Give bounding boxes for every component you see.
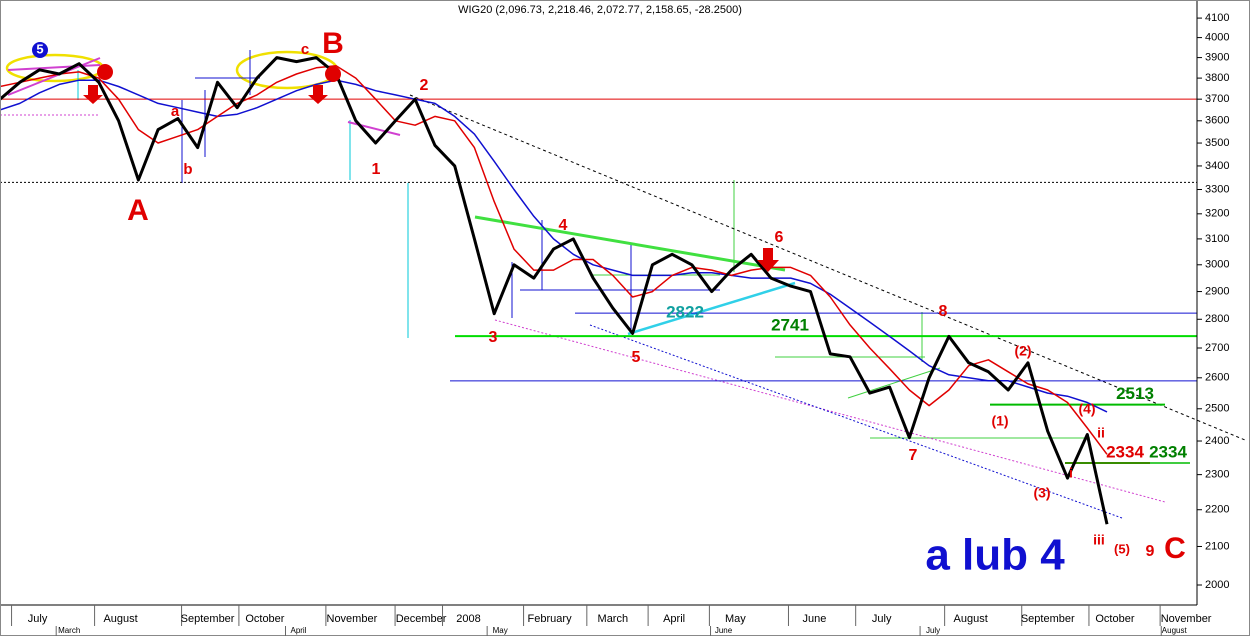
y-tick-label: 3600 <box>1205 115 1229 127</box>
y-tick-label: 2100 <box>1205 540 1229 552</box>
chart-title: WIG20 (2,096.73, 2,218.46, 2,072.77, 2,1… <box>458 4 742 16</box>
wave-label: 4 <box>559 217 568 234</box>
y-tick-label: 2800 <box>1205 313 1229 325</box>
wave-label: iii <box>1093 532 1105 548</box>
wave-label: 9 <box>1146 543 1155 560</box>
wave-label: a <box>171 103 180 120</box>
y-tick-label: 2400 <box>1205 435 1229 447</box>
y-tick-label: 2900 <box>1205 285 1229 297</box>
x-tick-label: September <box>181 613 235 625</box>
levels: 2822 2741 2513 2334 2334 <box>0 98 1197 465</box>
x-tick-label-secondary: July <box>926 626 940 635</box>
x-tick-label: August <box>103 613 137 625</box>
x-tick-label: March <box>598 613 629 625</box>
wave-label: 7 <box>909 447 918 464</box>
x-tick-label: December <box>396 613 447 625</box>
short-level <box>847 367 941 399</box>
signal-dot <box>97 64 113 80</box>
y-tick-label: 2500 <box>1205 403 1229 415</box>
trend-line <box>409 94 1246 441</box>
level-label: 2741 <box>771 316 809 335</box>
lines <box>0 56 1109 525</box>
y-tick-label: 3800 <box>1205 72 1229 84</box>
x-tick-label-secondary: June <box>715 626 733 635</box>
y-tick-label: 3400 <box>1205 160 1229 172</box>
trend-line <box>474 215 786 272</box>
x-tick-label: November <box>1161 613 1212 625</box>
x-tick-label: February <box>528 613 573 625</box>
y-tick-label: 3700 <box>1205 93 1229 105</box>
signal-arrow <box>83 85 103 104</box>
x-tick-label: July <box>28 613 48 625</box>
signal-dot <box>325 66 341 82</box>
wave-label: c <box>301 41 309 58</box>
wave-label: a lub 4 <box>925 531 1065 580</box>
y-tick-label: 2300 <box>1205 469 1229 481</box>
y-tick-label: 2600 <box>1205 372 1229 384</box>
y-tick-label: 3900 <box>1205 51 1229 63</box>
wave-label: C <box>1164 532 1186 565</box>
signal-arrow <box>308 85 328 104</box>
y-tick-label: 3200 <box>1205 208 1229 220</box>
wave-label: A <box>127 194 149 227</box>
x-tick-label-secondary: April <box>290 626 306 635</box>
x-tick-label: October <box>1095 613 1134 625</box>
x-tick-label-secondary: May <box>493 626 508 635</box>
moving-average <box>0 79 1108 413</box>
marker-lines <box>0 50 1090 439</box>
x-tick-label: June <box>803 613 827 625</box>
x-tick-label: November <box>327 613 378 625</box>
level-label: 2822 <box>666 303 704 322</box>
y-tick-label: 4100 <box>1205 12 1229 24</box>
x-tick-label: May <box>725 613 746 625</box>
price-line <box>0 56 1109 525</box>
y-tick-label: 3100 <box>1205 233 1229 245</box>
y-tick-label: 3300 <box>1205 183 1229 195</box>
wave-label: 5 <box>632 349 641 366</box>
level-label: 2334 <box>1106 443 1144 462</box>
x-tick-label: October <box>245 613 284 625</box>
axes: 2000 2100 2200 2300 2400 2500 2600 2700 2800 2900… <box>11 12 1229 636</box>
x-tick-label: September <box>1021 613 1075 625</box>
wave-label: 6 <box>775 229 784 246</box>
wave-label: ii <box>1097 425 1105 441</box>
y-tick-label: 3000 <box>1205 259 1229 271</box>
wave-label: B <box>322 27 344 60</box>
signals <box>32 42 779 272</box>
wave-label: 3 <box>489 329 498 346</box>
wave-label: (4) <box>1078 401 1095 417</box>
wave-label: 8 <box>939 303 948 320</box>
y-tick-label: 4000 <box>1205 31 1229 43</box>
x-tick-label-secondary: August <box>1162 626 1188 635</box>
trend-line <box>627 281 796 336</box>
y-tick-label: 2000 <box>1205 579 1229 591</box>
signal-arrow <box>757 248 779 272</box>
wave-label: (3) <box>1033 485 1050 501</box>
y-tick-label: 3500 <box>1205 137 1229 149</box>
x-tick-label: 2008 <box>456 613 480 625</box>
trend-line <box>347 121 401 136</box>
wave-label: 1 <box>372 161 381 178</box>
x-tick-label-secondary: March <box>58 626 80 635</box>
wave-label: (5) <box>1114 541 1130 556</box>
wave-label: 2 <box>420 77 429 94</box>
wave-label: 5 <box>36 41 43 56</box>
trend-line <box>7 57 101 96</box>
wave-label: b <box>183 161 192 178</box>
wave-label: (2) <box>1014 343 1031 359</box>
wave-label: i <box>1069 465 1073 481</box>
x-tick-label: July <box>872 613 892 625</box>
y-tick-label: 2700 <box>1205 342 1229 354</box>
x-tick-label: April <box>663 613 685 625</box>
y-tick-label: 2200 <box>1205 504 1229 516</box>
trend-line <box>7 64 101 71</box>
level-label: 2334 <box>1149 443 1187 462</box>
x-tick-label: August <box>954 613 988 625</box>
level-label: 2513 <box>1116 384 1154 403</box>
wave-circle <box>32 42 48 58</box>
wave-label: (1) <box>991 413 1008 429</box>
